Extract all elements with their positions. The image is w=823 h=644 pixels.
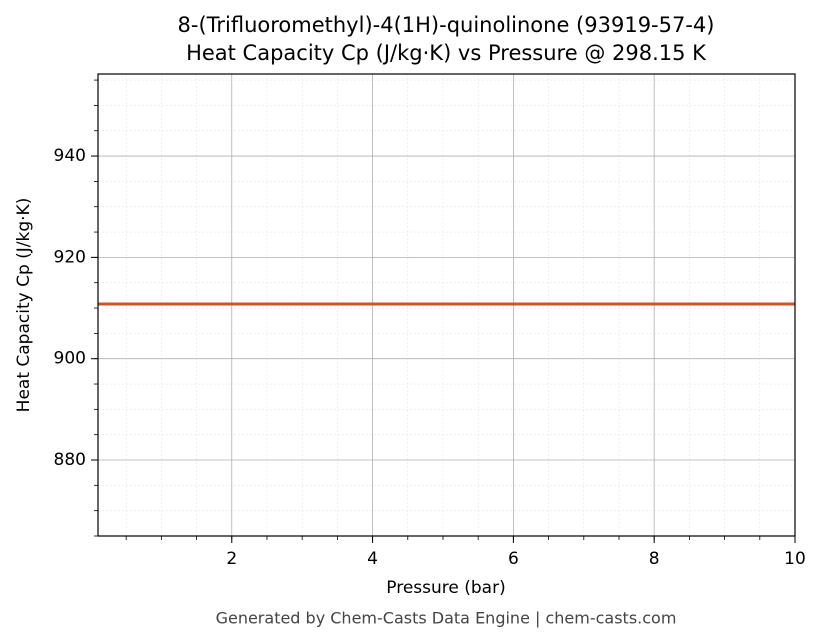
y-tick-label: 940 [54,146,86,166]
footer: Generated by Chem-Casts Data Engine | ch… [216,609,677,628]
x-tick-label: 4 [367,549,378,569]
x-tick-label: 2 [226,549,237,569]
x-tick-label: 10 [784,549,806,569]
chart-subtitle: Heat Capacity Cp (J/kg·K) vs Pressure @ … [186,41,707,65]
y-tick-label: 920 [54,247,86,267]
x-axis-label: Pressure (bar) [386,578,505,598]
x-tick-label: 8 [649,549,660,569]
x-tick-label: 6 [508,549,519,569]
plot-frame [97,73,796,537]
y-tick-label: 880 [54,450,86,470]
chart-title: 8-(Trifluoromethyl)-4(1H)-quinolinone (9… [178,13,715,37]
y-tick-label: 900 [54,349,86,369]
y-axis-label: Heat Capacity Cp (J/kg·K) [14,198,34,413]
